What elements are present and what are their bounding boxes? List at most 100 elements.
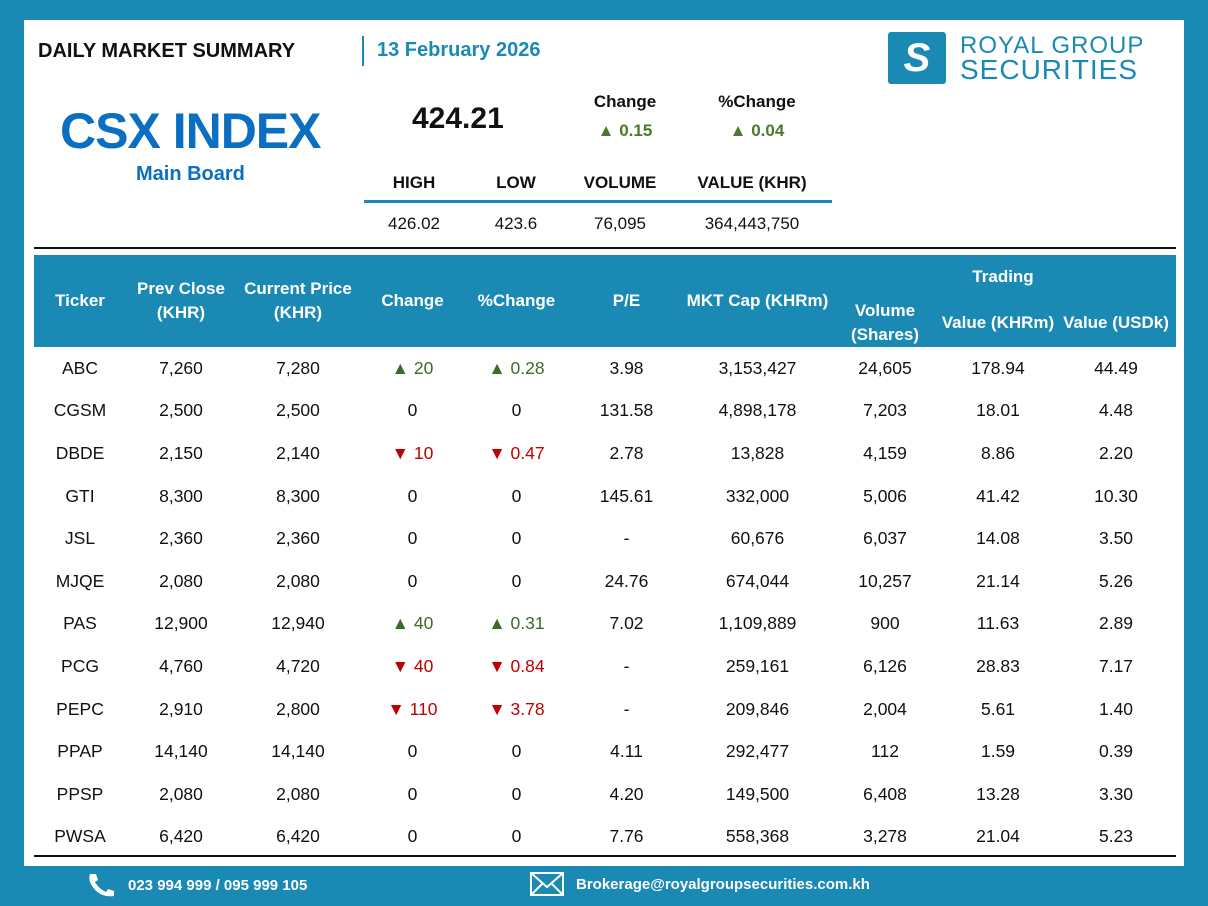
- cell-value_khr: 178.94: [971, 357, 1025, 378]
- cell-change: 0: [407, 528, 418, 549]
- cell-pct: 0: [511, 400, 522, 421]
- cell-prev: 6,420: [159, 826, 203, 847]
- cell-pe: 145.61: [599, 485, 654, 506]
- col-volume: Volume (Shares): [830, 289, 940, 347]
- cell-pct: 0: [511, 485, 522, 506]
- table-row: PWSA 6,420 6,420 0 0 7.76 558,368 3,278 21.04 5.2…: [34, 816, 1176, 859]
- phone-numbers: 023 994 999 / 095 999 105: [128, 876, 308, 894]
- cell-pct: ▼ 0.47: [488, 442, 545, 463]
- col-value-usd: Value (USDk): [1056, 289, 1176, 347]
- cell-pe: 4.11: [610, 741, 643, 762]
- cell-value_khr: 1.59: [980, 741, 1016, 762]
- cell-volume: 6,126: [863, 655, 907, 676]
- cell-ticker: PWSA: [54, 826, 106, 847]
- cell-volume: 7,203: [863, 400, 907, 421]
- cell-ticker: PPSP: [56, 783, 104, 804]
- cell-pe: 24.76: [604, 570, 649, 591]
- pct-change-label: %Change: [718, 92, 796, 111]
- cell-value_usd: 3.50: [1098, 528, 1134, 549]
- stat-low: 423.6: [494, 214, 538, 233]
- cell-prev: 2,360: [159, 528, 203, 549]
- cell-change: 0: [407, 741, 418, 762]
- index-change: ▲ 0.15: [597, 121, 653, 140]
- cell-prev: 14,140: [154, 741, 208, 762]
- cell-prev: 2,150: [159, 442, 203, 463]
- table-row: CGSM 2,500 2,500 0 0 131.58 4,898,178 7,203 18.0…: [34, 390, 1176, 433]
- cell-value_usd: 10.30: [1094, 485, 1138, 506]
- cell-pe: 2.78: [609, 442, 644, 463]
- logo-mark-icon: S: [888, 32, 946, 84]
- table-row: DBDE 2,150 2,140 ▼ 10 ▼ 0.47 2.78 13,828 4,159 8…: [34, 432, 1176, 475]
- table-row: PCG 4,760 4,720 ▼ 40 ▼ 0.84 - 259,161 6,126 28.8…: [34, 645, 1176, 688]
- cell-pe: -: [623, 698, 630, 719]
- table-row: ABC 7,260 7,280 ▲ 20 ▲ 0.28 3.98 3,153,427 24,6…: [34, 347, 1176, 390]
- col-mkt-cap: MKT Cap (KHRm): [685, 255, 830, 347]
- cell-value_khr: 14.08: [976, 528, 1020, 549]
- cell-pct: ▼ 3.78: [488, 698, 545, 719]
- cell-mktcap: 13,828: [730, 442, 785, 463]
- title-divider: [362, 36, 364, 66]
- cell-pct: ▲ 0.28: [488, 357, 545, 378]
- table-row: PAS 12,900 12,940 ▲ 40 ▲ 0.31 7.02 1,109,889 90…: [34, 603, 1176, 646]
- index-board: Main Board: [136, 163, 245, 185]
- cell-change: 0: [407, 485, 418, 506]
- cell-change: ▲ 40: [391, 613, 434, 634]
- cell-current: 2,080: [276, 570, 320, 591]
- cell-volume: 900: [870, 613, 900, 634]
- table-row: MJQE 2,080 2,080 0 0 24.76 674,044 10,257 21.14 5…: [34, 560, 1176, 603]
- cell-ticker: GTI: [65, 485, 95, 506]
- cell-ticker: JSL: [64, 528, 96, 549]
- cell-value_usd: 44.49: [1094, 357, 1138, 378]
- table-row: GTI 8,300 8,300 0 0 145.61 332,000 5,006 41.42 10…: [34, 475, 1176, 518]
- cell-value_khr: 11.63: [976, 613, 1020, 634]
- cell-pe: 7.76: [609, 826, 644, 847]
- cell-mktcap: 558,368: [725, 826, 790, 847]
- cell-volume: 3,278: [863, 826, 907, 847]
- cell-ticker: PAS: [63, 613, 97, 634]
- cell-value_usd: 1.40: [1098, 698, 1134, 719]
- cell-mktcap: 674,044: [725, 570, 790, 591]
- cell-pct: 0: [511, 570, 522, 591]
- cell-prev: 2,500: [159, 400, 203, 421]
- cell-ticker: ABC: [62, 357, 98, 378]
- change-label: Change: [593, 92, 657, 111]
- cell-prev: 2,080: [159, 783, 203, 804]
- col-pct-change: %Change: [465, 255, 568, 347]
- cell-prev: 12,900: [154, 613, 208, 634]
- col-group-trading: Trading: [830, 255, 1176, 289]
- report-date: 13 February 2026: [377, 39, 541, 61]
- table-bottom-rule: [34, 855, 1176, 857]
- cell-value_usd: 3.30: [1098, 783, 1134, 804]
- table-row: PPSP 2,080 2,080 0 0 4.20 149,500 6,408 13.28 3.3…: [34, 773, 1176, 816]
- cell-prev: 7,260: [159, 357, 203, 378]
- cell-volume: 4,159: [863, 442, 907, 463]
- index-pct-change: ▲ 0.04: [729, 121, 785, 140]
- cell-value_usd: 5.23: [1098, 826, 1134, 847]
- cell-pe: 3.98: [609, 357, 644, 378]
- cell-pe: 4.20: [609, 783, 644, 804]
- cell-pe: -: [623, 528, 630, 549]
- cell-change: ▼ 40: [391, 655, 434, 676]
- cell-pct: 0: [511, 783, 522, 804]
- cell-mktcap: 332,000: [725, 485, 790, 506]
- summary-panel: DAILY MARKET SUMMARY 13 February 2026 S …: [24, 20, 1184, 866]
- cell-value_usd: 2.20: [1098, 442, 1134, 463]
- index-stats: HIGH LOW VOLUME VALUE (KHR) 426.02 423.6…: [364, 170, 832, 245]
- email-address[interactable]: Brokerage@royalgroupsecurities.com.kh: [576, 875, 870, 893]
- cell-change: 0: [407, 400, 418, 421]
- cell-value_usd: 5.26: [1098, 570, 1134, 591]
- cell-value_khr: 21.14: [976, 570, 1020, 591]
- cell-ticker: PEPC: [56, 698, 104, 719]
- cell-value_usd: 0.39: [1098, 741, 1134, 762]
- cell-ticker: PPAP: [57, 741, 103, 762]
- cell-mktcap: 259,161: [725, 655, 790, 676]
- col-prev-close: Prev Close (KHR): [126, 255, 236, 347]
- cell-value_khr: 5.61: [980, 698, 1016, 719]
- cell-volume: 112: [871, 741, 899, 762]
- cell-current: 2,080: [276, 783, 320, 804]
- index-name: CSX INDEX: [60, 103, 322, 159]
- stat-high: 426.02: [388, 214, 440, 233]
- cell-value_usd: 2.89: [1098, 613, 1134, 634]
- email-icon: [530, 872, 564, 896]
- phone-icon: [89, 874, 114, 897]
